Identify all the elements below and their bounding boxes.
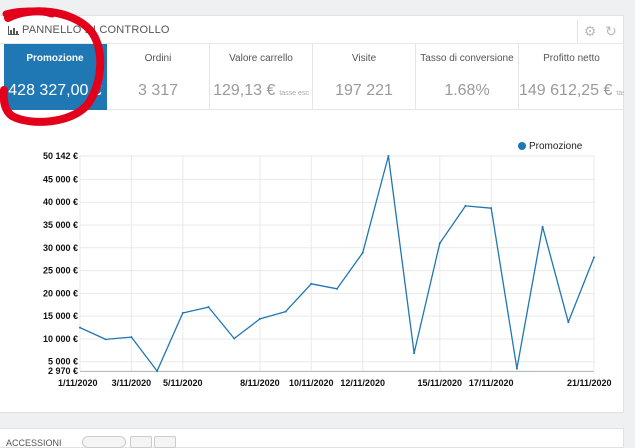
data-point: [361, 251, 364, 254]
panel-title: PANNELLO DI CONTROLLO: [22, 24, 170, 36]
legend-swatch: [518, 142, 526, 150]
promozione-line-chart: 50 142 € 45 000 € 40 000 € 35 000 € 30 000 €…: [43, 151, 612, 388]
footer-filter-chip[interactable]: [82, 436, 126, 448]
kpi-sub: tasse esc: [279, 90, 309, 97]
footer-button[interactable]: [130, 436, 152, 448]
data-point: [464, 204, 467, 207]
dashboard-panel: PANNELLO DI CONTROLLO ⚙ ↻ Promozione 428…: [0, 15, 624, 413]
y-tick-label: 10 000 €: [43, 334, 78, 344]
kpi-value: 428 327,00 €: [8, 82, 102, 99]
x-tick-label: 21/11/2020: [567, 378, 612, 388]
kpi-label: Tasso di conversione: [420, 53, 514, 64]
data-point: [336, 287, 338, 290]
gear-icon[interactable]: ⚙: [583, 23, 597, 39]
y-tick-label: 25 000 €: [43, 266, 78, 276]
x-tick-label: 15/11/2020: [418, 378, 463, 388]
data-point: [258, 317, 261, 320]
y-tick-label: 5 000 €: [48, 357, 78, 367]
data-point: [387, 155, 390, 157]
data-point: [104, 338, 107, 341]
kpi-sub: tasse: [616, 90, 624, 97]
x-tick-label: 10/11/2020: [289, 378, 334, 388]
footer-title: ACCESSIONI: [6, 438, 62, 448]
x-tick-label: 1/11/2020: [58, 378, 98, 388]
accessioni-panel: ACCESSIONI: [0, 428, 624, 448]
data-point: [310, 282, 313, 285]
refresh-icon[interactable]: ↻: [605, 23, 617, 39]
chart-legend[interactable]: Promozione: [518, 141, 582, 152]
kpi-tasso-conversione[interactable]: Tasso di conversione 1.68%: [416, 44, 519, 110]
data-point: [284, 310, 287, 313]
panel-header: PANNELLO DI CONTROLLO ⚙ ↻: [0, 16, 624, 44]
data-point: [541, 225, 544, 228]
data-point: [156, 370, 159, 372]
x-tick-label: 3/11/2020: [112, 378, 152, 388]
legend-label: Promozione: [529, 141, 583, 152]
kpi-value: 149 612,25 €tasse: [519, 82, 624, 100]
y-tick-label: 20 000 €: [43, 288, 78, 298]
data-point: [233, 337, 236, 340]
footer-button[interactable]: [154, 436, 176, 448]
data-point: [438, 242, 441, 245]
kpi-promozione[interactable]: Promozione 428 327,00 €: [4, 44, 107, 110]
kpi-value: 197 221: [335, 82, 393, 99]
kpi-profitto-netto[interactable]: Profitto netto 149 612,25 €tasse: [519, 44, 624, 110]
y-tick-label: 50 142 €: [43, 151, 78, 161]
kpi-bar: Promozione 428 327,00 € Ordini 3 317 Val…: [4, 44, 624, 110]
x-tick-label: 17/11/2020: [469, 378, 514, 388]
kpi-label: Profitto netto: [543, 53, 600, 64]
data-point: [413, 352, 416, 355]
kpi-label: Promozione: [26, 53, 84, 64]
y-tick-label: 45 000 €: [43, 174, 78, 184]
x-tick-label: 8/11/2020: [240, 378, 280, 388]
y-tick-label: 2 970 €: [48, 366, 78, 376]
data-point: [515, 367, 518, 370]
kpi-visite[interactable]: Visite 197 221: [313, 44, 416, 110]
x-tick-label: 5/11/2020: [163, 378, 203, 388]
y-tick-label: 30 000 €: [43, 243, 78, 253]
kpi-value: 3 317: [137, 82, 179, 99]
x-tick-label: 12/11/2020: [340, 378, 385, 388]
data-point: [181, 311, 184, 314]
header-divider: [577, 20, 578, 42]
data-point: [130, 336, 133, 339]
kpi-label: Ordini: [144, 53, 172, 64]
y-tick-label: 35 000 €: [43, 220, 78, 230]
data-point: [593, 256, 595, 259]
kpi-label: Visite: [351, 53, 377, 64]
bar-chart-icon: [8, 26, 19, 35]
kpi-value: 129,13 € tasse esc: [213, 82, 309, 99]
kpi-label: Valore carrello: [229, 53, 293, 64]
data-point: [490, 207, 493, 210]
data-point: [207, 306, 210, 309]
data-point: [567, 321, 570, 324]
kpi-ordini[interactable]: Ordini 3 317: [107, 44, 210, 110]
data-point: [79, 326, 81, 329]
y-tick-label: 15 000 €: [43, 311, 78, 321]
kpi-value: 1.68%: [444, 82, 490, 99]
y-tick-label: 40 000 €: [43, 197, 78, 207]
kpi-valore-carrello[interactable]: Valore carrello 129,13 € tasse esc: [210, 44, 313, 110]
